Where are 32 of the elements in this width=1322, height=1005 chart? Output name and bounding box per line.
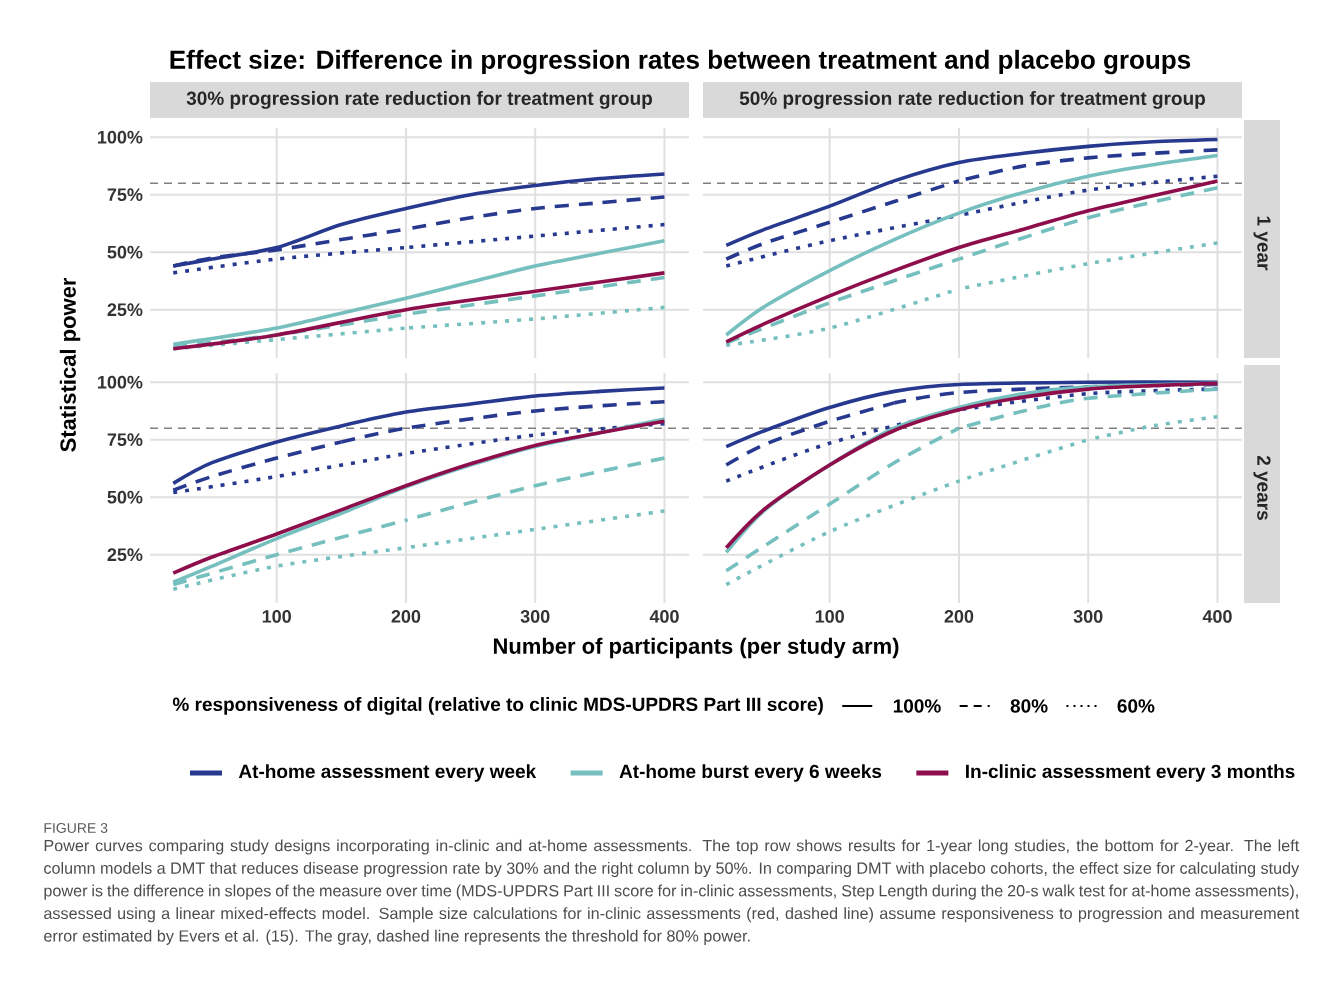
y-tick-label: 50% bbox=[107, 490, 143, 504]
chart-subtitle: 30% progression rate reduction for treatment group bbox=[186, 91, 652, 109]
y-tick-label: 25% bbox=[107, 303, 143, 317]
y-tick-label: 75% bbox=[107, 433, 143, 447]
legend-label: At-home assessment every week bbox=[238, 764, 537, 782]
x-tick-label: 300 bbox=[520, 610, 550, 623]
legend-label: In-clinic assessment every 3 months bbox=[966, 764, 1295, 782]
text: Power curves comparing study designs incorporating in-clinic and at-home assessments. The top row shows results for 1-year long studies, the bottom for 2-year. The left column models a DMT that reduces disease progression rate by 30% and the right column by 50%. In comparing DMT with placebo cohorts, the effect size for calculating study power is the difference in slopes of the measure over time (MDS-UPDRS Part III score for in-clinic assessments, Step Length during the 20-s walk test for at-home assessments), assessed using a linear mixed-effects model. Sample size calculations for in-clinic assessments (red, dashed line) assume responsiveness to progression and measurement error estimated by Evers et al. (15). The gray, dashed line represents the threshold for 80% power. bbox=[44, 839, 1300, 945]
x-tick-label: 200 bbox=[944, 610, 974, 623]
y-tick-label: 75% bbox=[107, 188, 143, 202]
legend-label: 80% bbox=[1010, 699, 1048, 713]
x-tick-label: 300 bbox=[1073, 610, 1103, 623]
x-tick-label: 100 bbox=[262, 610, 291, 623]
x-tick-label: 100 bbox=[815, 610, 844, 623]
y-tick-label: 100% bbox=[98, 375, 143, 389]
caption: FIGURE 3 bbox=[44, 823, 108, 833]
y2-axis-title: 2 years bbox=[1253, 455, 1271, 520]
x-tick-label: 200 bbox=[391, 610, 421, 623]
x-axis-title: Number of participants (per study arm) bbox=[493, 637, 899, 659]
legend-label: 60% bbox=[1117, 699, 1155, 713]
y-tick-label: 100% bbox=[98, 130, 143, 144]
chart-subtitle: 50% progression rate reduction for treatment group bbox=[739, 91, 1205, 109]
legend-label: At-home burst every 6 weeks bbox=[619, 764, 882, 782]
x-tick-label: 400 bbox=[1202, 610, 1232, 623]
y-tick-label: 25% bbox=[107, 548, 143, 562]
y2-axis-title: 1 year bbox=[1253, 216, 1271, 271]
legend-label: 100% bbox=[893, 699, 941, 713]
y-tick-label: 50% bbox=[107, 245, 143, 259]
legend-title: % responsiveness of digital (relative to clinic MDS-UPDRS Part III score) bbox=[172, 697, 823, 715]
chart-title: Effect size: Difference in progression rates between treatment and placebo groups bbox=[170, 49, 1191, 75]
x-tick-label: 400 bbox=[649, 610, 679, 623]
y-axis-title: Statistical power bbox=[59, 277, 81, 452]
